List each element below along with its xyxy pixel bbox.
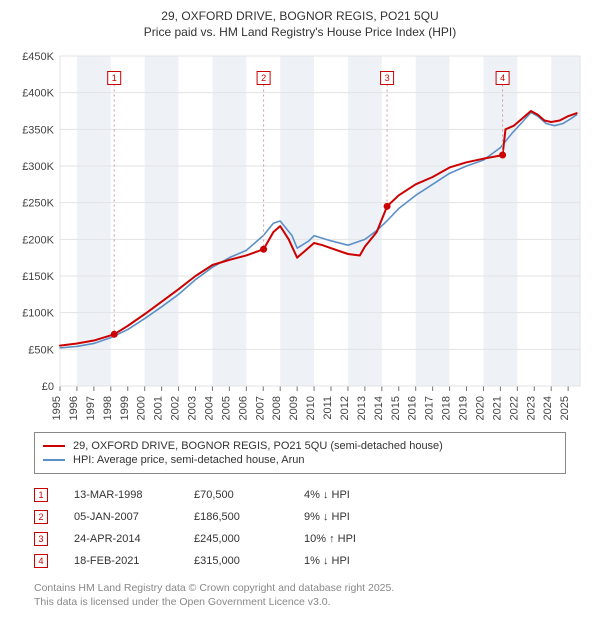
chart-titles: 29, OXFORD DRIVE, BOGNOR REGIS, PO21 5QU… [10, 8, 590, 40]
legend-label: HPI: Average price, semi-detached house,… [73, 454, 305, 466]
legend-item: 29, OXFORD DRIVE, BOGNOR REGIS, PO21 5QU… [43, 439, 557, 453]
svg-text:2004: 2004 [203, 396, 215, 420]
svg-text:1996: 1996 [68, 396, 80, 420]
svg-text:£0: £0 [42, 381, 54, 393]
svg-text:2024: 2024 [542, 396, 554, 420]
transaction-date: 18-FEB-2021 [74, 555, 194, 567]
svg-text:2018: 2018 [441, 396, 453, 420]
svg-text:2020: 2020 [474, 396, 486, 420]
svg-text:2019: 2019 [458, 396, 470, 420]
svg-text:1998: 1998 [102, 396, 114, 420]
svg-text:1999: 1999 [119, 396, 131, 420]
svg-text:2023: 2023 [525, 396, 537, 420]
transaction-price: £245,000 [194, 533, 304, 545]
transaction-marker: 4 [34, 554, 48, 568]
legend-swatch [43, 445, 65, 447]
transaction-row: 4 18-FEB-2021£315,0001% ↓ HPI [34, 550, 590, 572]
svg-text:2016: 2016 [407, 396, 419, 420]
svg-text:3: 3 [385, 73, 390, 83]
transaction-delta: 9% ↓ HPI [304, 511, 394, 523]
transaction-date: 05-JAN-2007 [74, 511, 194, 523]
legend: 29, OXFORD DRIVE, BOGNOR REGIS, PO21 5QU… [34, 432, 566, 474]
svg-text:2015: 2015 [390, 396, 402, 420]
svg-text:£250K: £250K [22, 198, 54, 210]
svg-text:2011: 2011 [322, 396, 334, 420]
transaction-row: 3 24-APR-2014£245,00010% ↑ HPI [34, 528, 590, 550]
transaction-date: 13-MAR-1998 [74, 489, 194, 501]
svg-text:2013: 2013 [356, 396, 368, 420]
svg-text:1997: 1997 [85, 396, 97, 420]
footer-attribution: Contains HM Land Registry data © Crown c… [34, 582, 566, 609]
transaction-marker: 2 [34, 510, 48, 524]
svg-text:2021: 2021 [491, 396, 503, 420]
svg-text:£300K: £300K [22, 161, 54, 173]
footer-line1: Contains HM Land Registry data © Crown c… [34, 582, 566, 596]
svg-text:1995: 1995 [51, 396, 63, 420]
transaction-row: 2 05-JAN-2007£186,5009% ↓ HPI [34, 506, 590, 528]
svg-text:2006: 2006 [237, 396, 249, 420]
transaction-delta: 4% ↓ HPI [304, 489, 394, 501]
svg-text:£150K: £150K [22, 271, 54, 283]
svg-text:2008: 2008 [271, 396, 283, 420]
transaction-delta: 10% ↑ HPI [304, 533, 394, 545]
svg-text:2012: 2012 [339, 396, 351, 420]
svg-text:2007: 2007 [254, 396, 266, 420]
title-line1: 29, OXFORD DRIVE, BOGNOR REGIS, PO21 5QU [10, 8, 590, 24]
legend-label: 29, OXFORD DRIVE, BOGNOR REGIS, PO21 5QU… [73, 440, 443, 452]
transaction-price: £315,000 [194, 555, 304, 567]
svg-text:2: 2 [261, 73, 266, 83]
legend-item: HPI: Average price, semi-detached house,… [43, 453, 557, 467]
svg-text:2009: 2009 [288, 396, 300, 420]
svg-text:£400K: £400K [22, 88, 54, 100]
transaction-row: 1 13-MAR-1998£70,5004% ↓ HPI [34, 484, 590, 506]
transaction-price: £70,500 [194, 489, 304, 501]
svg-text:£450K: £450K [22, 51, 54, 63]
svg-text:£100K: £100K [22, 308, 54, 320]
transaction-table: 113-MAR-1998£70,5004% ↓ HPI205-JAN-2007£… [34, 484, 590, 572]
svg-text:2010: 2010 [305, 396, 317, 420]
svg-text:1: 1 [112, 73, 117, 83]
svg-text:2002: 2002 [170, 396, 182, 420]
legend-swatch [43, 459, 65, 461]
transaction-marker: 1 [34, 488, 48, 502]
svg-text:£50K: £50K [28, 345, 54, 357]
svg-text:2022: 2022 [508, 396, 520, 420]
svg-text:2014: 2014 [373, 396, 385, 420]
transaction-marker: 3 [34, 532, 48, 546]
transaction-price: £186,500 [194, 511, 304, 523]
svg-text:2001: 2001 [153, 396, 165, 420]
transaction-date: 24-APR-2014 [74, 533, 194, 545]
svg-text:2003: 2003 [187, 396, 199, 420]
svg-text:2000: 2000 [136, 396, 148, 420]
svg-text:2005: 2005 [220, 396, 232, 420]
svg-text:£200K: £200K [22, 235, 54, 247]
svg-text:2017: 2017 [424, 396, 436, 420]
title-line2: Price paid vs. HM Land Registry's House … [10, 24, 590, 40]
footer-line2: This data is licensed under the Open Gov… [34, 596, 566, 610]
transaction-delta: 1% ↓ HPI [304, 555, 394, 567]
svg-text:2025: 2025 [559, 396, 571, 420]
price-chart: £0 £50K £100K £150K £200K £250K £300K £350K £400… [10, 46, 590, 426]
svg-text:£350K: £350K [22, 125, 54, 137]
svg-text:4: 4 [500, 73, 505, 83]
